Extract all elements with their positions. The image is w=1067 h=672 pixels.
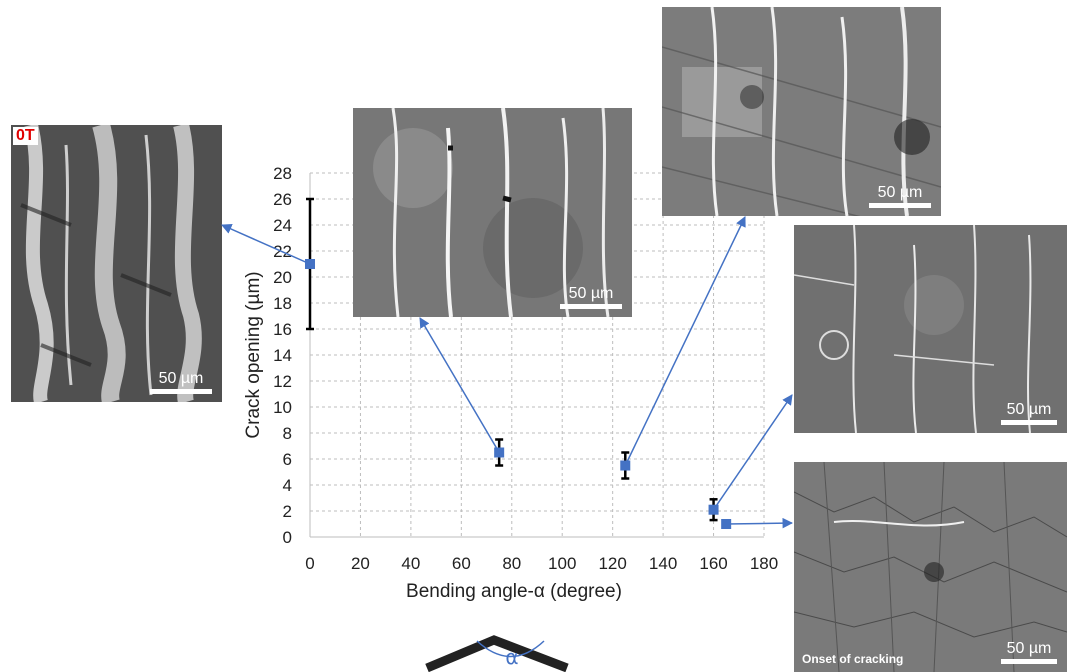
micrograph-160deg: 50 µm xyxy=(794,225,1067,433)
x-axis-label: Bending angle-α (degree) xyxy=(406,581,622,602)
x-tick-label: 80 xyxy=(502,554,521,573)
y-tick-label: 6 xyxy=(283,450,292,469)
x-tick-label: 60 xyxy=(452,554,471,573)
x-tick-label: 100 xyxy=(548,554,576,573)
y-tick-label: 2 xyxy=(283,502,292,521)
y-tick-label: 28 xyxy=(273,164,292,183)
y-tick-label: 20 xyxy=(273,268,292,287)
x-tick-label: 40 xyxy=(401,554,420,573)
micrograph-125deg: 50 µm xyxy=(662,7,941,216)
micrograph-75deg: 50 µm xyxy=(353,108,632,317)
y-tick-label: 24 xyxy=(273,216,292,235)
y-tick-label: 26 xyxy=(273,190,292,209)
y-tick-label: 8 xyxy=(283,424,292,443)
micrograph-caption: Onset of cracking xyxy=(802,652,904,666)
y-tick-label: 22 xyxy=(273,242,292,261)
scale-bar-label: 50 µm xyxy=(877,184,923,201)
alpha-symbol: α xyxy=(505,645,518,669)
scale-bar: 50 µm xyxy=(150,370,212,394)
x-tick-label: 180 xyxy=(750,554,778,573)
scale-bar-label: 50 µm xyxy=(568,285,614,302)
x-tick-label: 20 xyxy=(351,554,370,573)
y-tick-label: 10 xyxy=(273,398,292,417)
scale-bar: 50 µm xyxy=(1001,401,1057,425)
y-axis-label: Crack opening (µm) xyxy=(243,271,264,438)
scale-bar-label: 50 µm xyxy=(158,370,204,387)
scale-bar: 50 µm xyxy=(869,184,931,208)
x-tick-label: 120 xyxy=(598,554,626,573)
y-tick-label: 0 xyxy=(283,528,292,547)
y-tick-label: 4 xyxy=(283,476,292,495)
micrograph-onset: Onset of cracking 50 µm xyxy=(794,462,1067,672)
micrograph-0t: 0T 50 µm xyxy=(11,125,222,402)
sample-label: 0T xyxy=(13,127,38,145)
bending-angle-diagram: α xyxy=(425,635,569,672)
scale-bar: 50 µm xyxy=(1001,640,1057,664)
scale-bar-label: 50 µm xyxy=(1006,640,1052,657)
scale-bar-label: 50 µm xyxy=(1006,401,1052,418)
x-tick-label: 0 xyxy=(305,554,314,573)
y-tick-label: 16 xyxy=(273,320,292,339)
y-tick-label: 14 xyxy=(273,346,292,365)
scale-bar: 50 µm xyxy=(560,285,622,309)
y-tick-label: 12 xyxy=(273,372,292,391)
x-tick-label: 140 xyxy=(649,554,677,573)
x-tick-label: 160 xyxy=(699,554,727,573)
y-tick-label: 18 xyxy=(273,294,292,313)
